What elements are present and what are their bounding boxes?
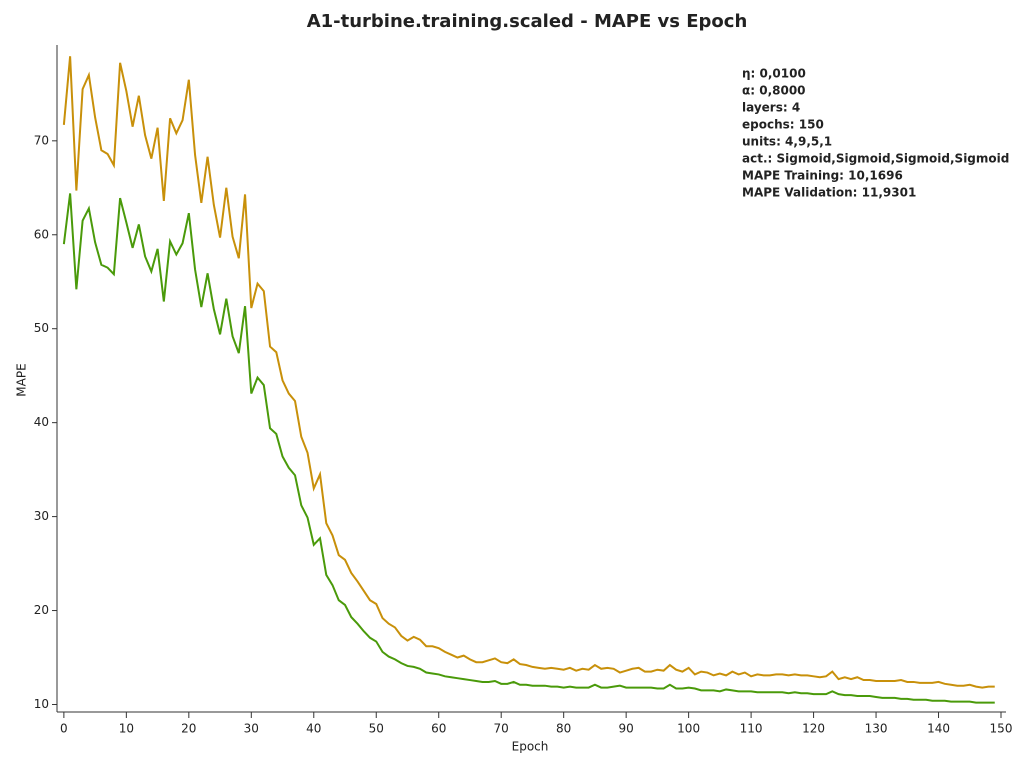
x-tick-label: 40 [306, 722, 321, 736]
x-tick-label: 140 [927, 722, 950, 736]
annotation: MAPE Validation: 11,9301 [742, 186, 916, 200]
x-tick-label: 0 [60, 722, 68, 736]
y-tick-label: 50 [34, 321, 49, 335]
x-tick-label: 20 [181, 722, 196, 736]
x-tick-label: 10 [119, 722, 134, 736]
series-line [62, 56, 995, 689]
y-tick-label: 40 [34, 415, 49, 429]
x-axis-label: Epoch [512, 740, 549, 754]
annotation: layers: 4 [742, 101, 800, 115]
annotation: units: 4,9,5,1 [742, 135, 832, 149]
y-axis-label: MAPE [15, 363, 29, 396]
chart-title: A1-turbine.training.scaled - MAPE vs Epo… [307, 11, 748, 32]
x-tick-label: 110 [740, 722, 763, 736]
x-tick-label: 90 [619, 722, 634, 736]
x-tick-label: 130 [865, 722, 888, 736]
annotation: MAPE Training: 10,1696 [742, 169, 903, 183]
y-tick-label: 30 [34, 509, 49, 523]
annotation: epochs: 150 [742, 118, 824, 132]
y-tick-label: 20 [34, 603, 49, 617]
y-tick-label: 70 [34, 133, 49, 147]
x-tick-label: 150 [990, 722, 1013, 736]
y-tick-label: 10 [34, 697, 49, 711]
x-tick-label: 50 [369, 722, 384, 736]
x-tick-label: 70 [494, 722, 509, 736]
annotation: α: 0,8000 [742, 84, 806, 98]
annotation: act.: Sigmoid,Sigmoid,Sigmoid,Sigmoid [742, 152, 1009, 166]
y-tick-label: 60 [34, 227, 49, 241]
x-tick-label: 120 [802, 722, 825, 736]
x-tick-label: 60 [431, 722, 446, 736]
x-tick-label: 100 [677, 722, 700, 736]
x-tick-label: 80 [556, 722, 571, 736]
x-tick-label: 30 [244, 722, 259, 736]
annotation: η: 0,0100 [742, 67, 806, 81]
series-line [62, 193, 995, 704]
